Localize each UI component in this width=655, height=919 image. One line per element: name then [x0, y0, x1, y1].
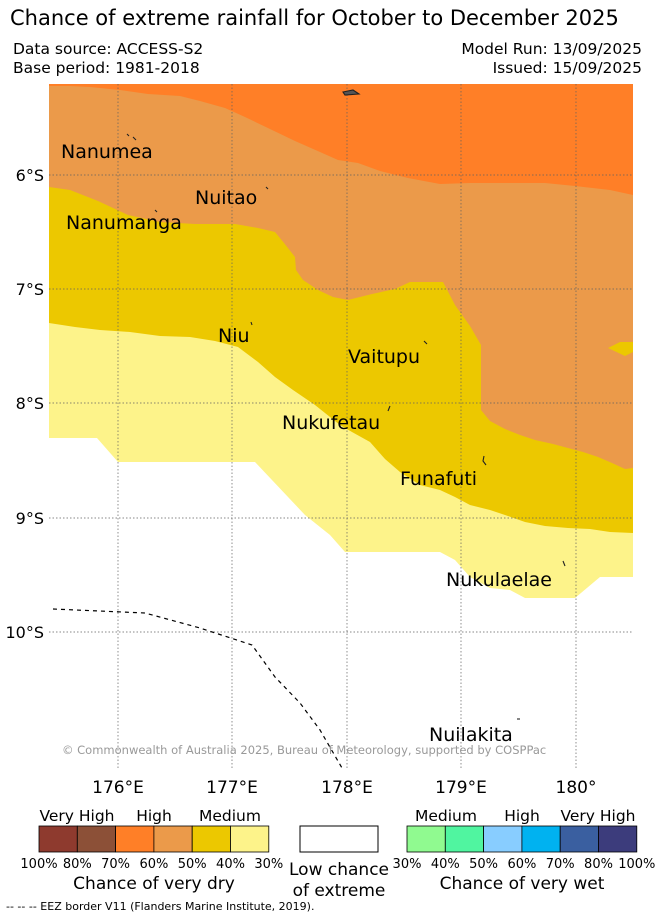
base-period: Base period: 1981-2018: [13, 59, 200, 77]
legend-tick-label: 100%: [20, 857, 57, 872]
legend-swatch: [521, 825, 561, 853]
lon-label: 178°E: [321, 778, 373, 798]
island-label-vaitupu: Vaitupu: [348, 346, 420, 368]
legend-low-line2: of extreme: [293, 881, 386, 901]
legend-wet-header: Very High: [560, 807, 635, 825]
island-label-nuilakita: Nuilakita: [429, 724, 513, 746]
lon-label: 176°E: [92, 778, 144, 798]
region-gold-patch: [608, 342, 633, 356]
legend-tick-label: 40%: [431, 857, 460, 872]
island-label-niu: Niu: [218, 325, 250, 347]
lon-label: 177°E: [206, 778, 258, 798]
island-label-nukulaelae: Nukulaelae: [446, 569, 552, 591]
region-orange: [49, 84, 633, 195]
legend-dry-header: Medium: [199, 807, 261, 825]
legend-dry-header: Very High: [39, 807, 114, 825]
legend-swatch: [115, 825, 155, 853]
legend-low-line1: Low chance: [289, 860, 389, 880]
eez-border-note: -- -- -- EEZ border V11 (Flanders Marine…: [6, 900, 315, 913]
lat-label: 8°S: [16, 394, 44, 413]
legend-swatch: [191, 825, 231, 853]
gridlines: [49, 84, 633, 770]
legend-tick-label: 50%: [178, 857, 207, 872]
island-label-nuitao: Nuitao: [195, 187, 257, 209]
island-labels: Nanumea Nuitao Nanumanga Niu Vaitupu Nuk…: [61, 141, 552, 746]
legend-dry-swatches: [38, 825, 270, 853]
legend-swatch: [483, 825, 523, 853]
legend-dry-title: Chance of very dry: [73, 874, 235, 894]
legend-swatch: [559, 825, 599, 853]
island-label-funafuti: Funafuti: [400, 468, 477, 490]
legend-wet-swatches: [406, 825, 638, 853]
legend-dry: Very High High Medium 100% 80% 70% 60% 50% 40…: [20, 807, 283, 894]
issued-date: Issued: 15/09/2025: [492, 59, 642, 77]
legend-tick-label: 40%: [216, 857, 245, 872]
legend-low-chance: Low chance of extreme: [289, 825, 389, 901]
legend-swatch: [598, 825, 638, 853]
map-area: [49, 84, 633, 770]
island-label-nukufetau: Nukufetau: [282, 412, 380, 434]
legend-wet-ticks: 30% 40% 50% 60% 70% 80% 100%: [393, 857, 655, 872]
eez-border: [52, 608, 343, 769]
lat-label: 10°S: [5, 623, 44, 642]
lat-label: 9°S: [16, 509, 44, 528]
legend-tick-label: 30%: [254, 857, 283, 872]
legend-swatch: [444, 825, 484, 853]
legend-wet-header: High: [504, 807, 540, 825]
legend-swatch: [153, 825, 193, 853]
legend-swatch: [406, 825, 446, 853]
legend-tick-label: 80%: [63, 857, 92, 872]
legend-tick-label: 60%: [139, 857, 168, 872]
legend-tick-label: 70%: [546, 857, 575, 872]
lat-label: 6°S: [16, 166, 44, 185]
island-label-nanumea: Nanumea: [61, 141, 153, 163]
copyright-note: © Commonwealth of Australia 2025, Bureau…: [62, 743, 546, 757]
lon-label: 179°E: [435, 778, 487, 798]
legend-tick-label: 50%: [469, 857, 498, 872]
legend-tick-label: 70%: [101, 857, 130, 872]
model-run: Model Run: 13/09/2025: [461, 40, 642, 58]
longitude-labels: 176°E 177°E 178°E 179°E 180°: [92, 778, 596, 798]
legend-low-swatch: [299, 825, 379, 853]
legend-tick-label: 80%: [584, 857, 613, 872]
data-source: Data source: ACCESS-S2: [13, 40, 204, 58]
legend-wet-title: Chance of very wet: [440, 874, 605, 894]
legend-swatch: [76, 825, 117, 853]
legend-swatch: [38, 825, 78, 853]
legend-tick-label: 30%: [393, 857, 422, 872]
legend-tick-label: 60%: [507, 857, 536, 872]
chart-title: Chance of extreme rainfall for October t…: [10, 6, 619, 30]
island-label-nanumanga: Nanumanga: [66, 212, 182, 234]
lat-label: 7°S: [16, 280, 44, 299]
legend-wet-header: Medium: [415, 807, 477, 825]
lon-label: 180°: [556, 778, 597, 798]
legend-wet: Medium High Very High 30% 40% 50% 60% 70% 80%…: [393, 807, 655, 894]
latitude-labels: 6°S 7°S 8°S 9°S 10°S: [5, 166, 44, 642]
legend-dry-header: High: [136, 807, 172, 825]
legend-dry-ticks: 100% 80% 70% 60% 50% 40% 30%: [20, 857, 283, 872]
legend-swatch: [230, 825, 270, 853]
island-markers: [126, 89, 566, 720]
legend-tick-label: 100%: [618, 857, 655, 872]
